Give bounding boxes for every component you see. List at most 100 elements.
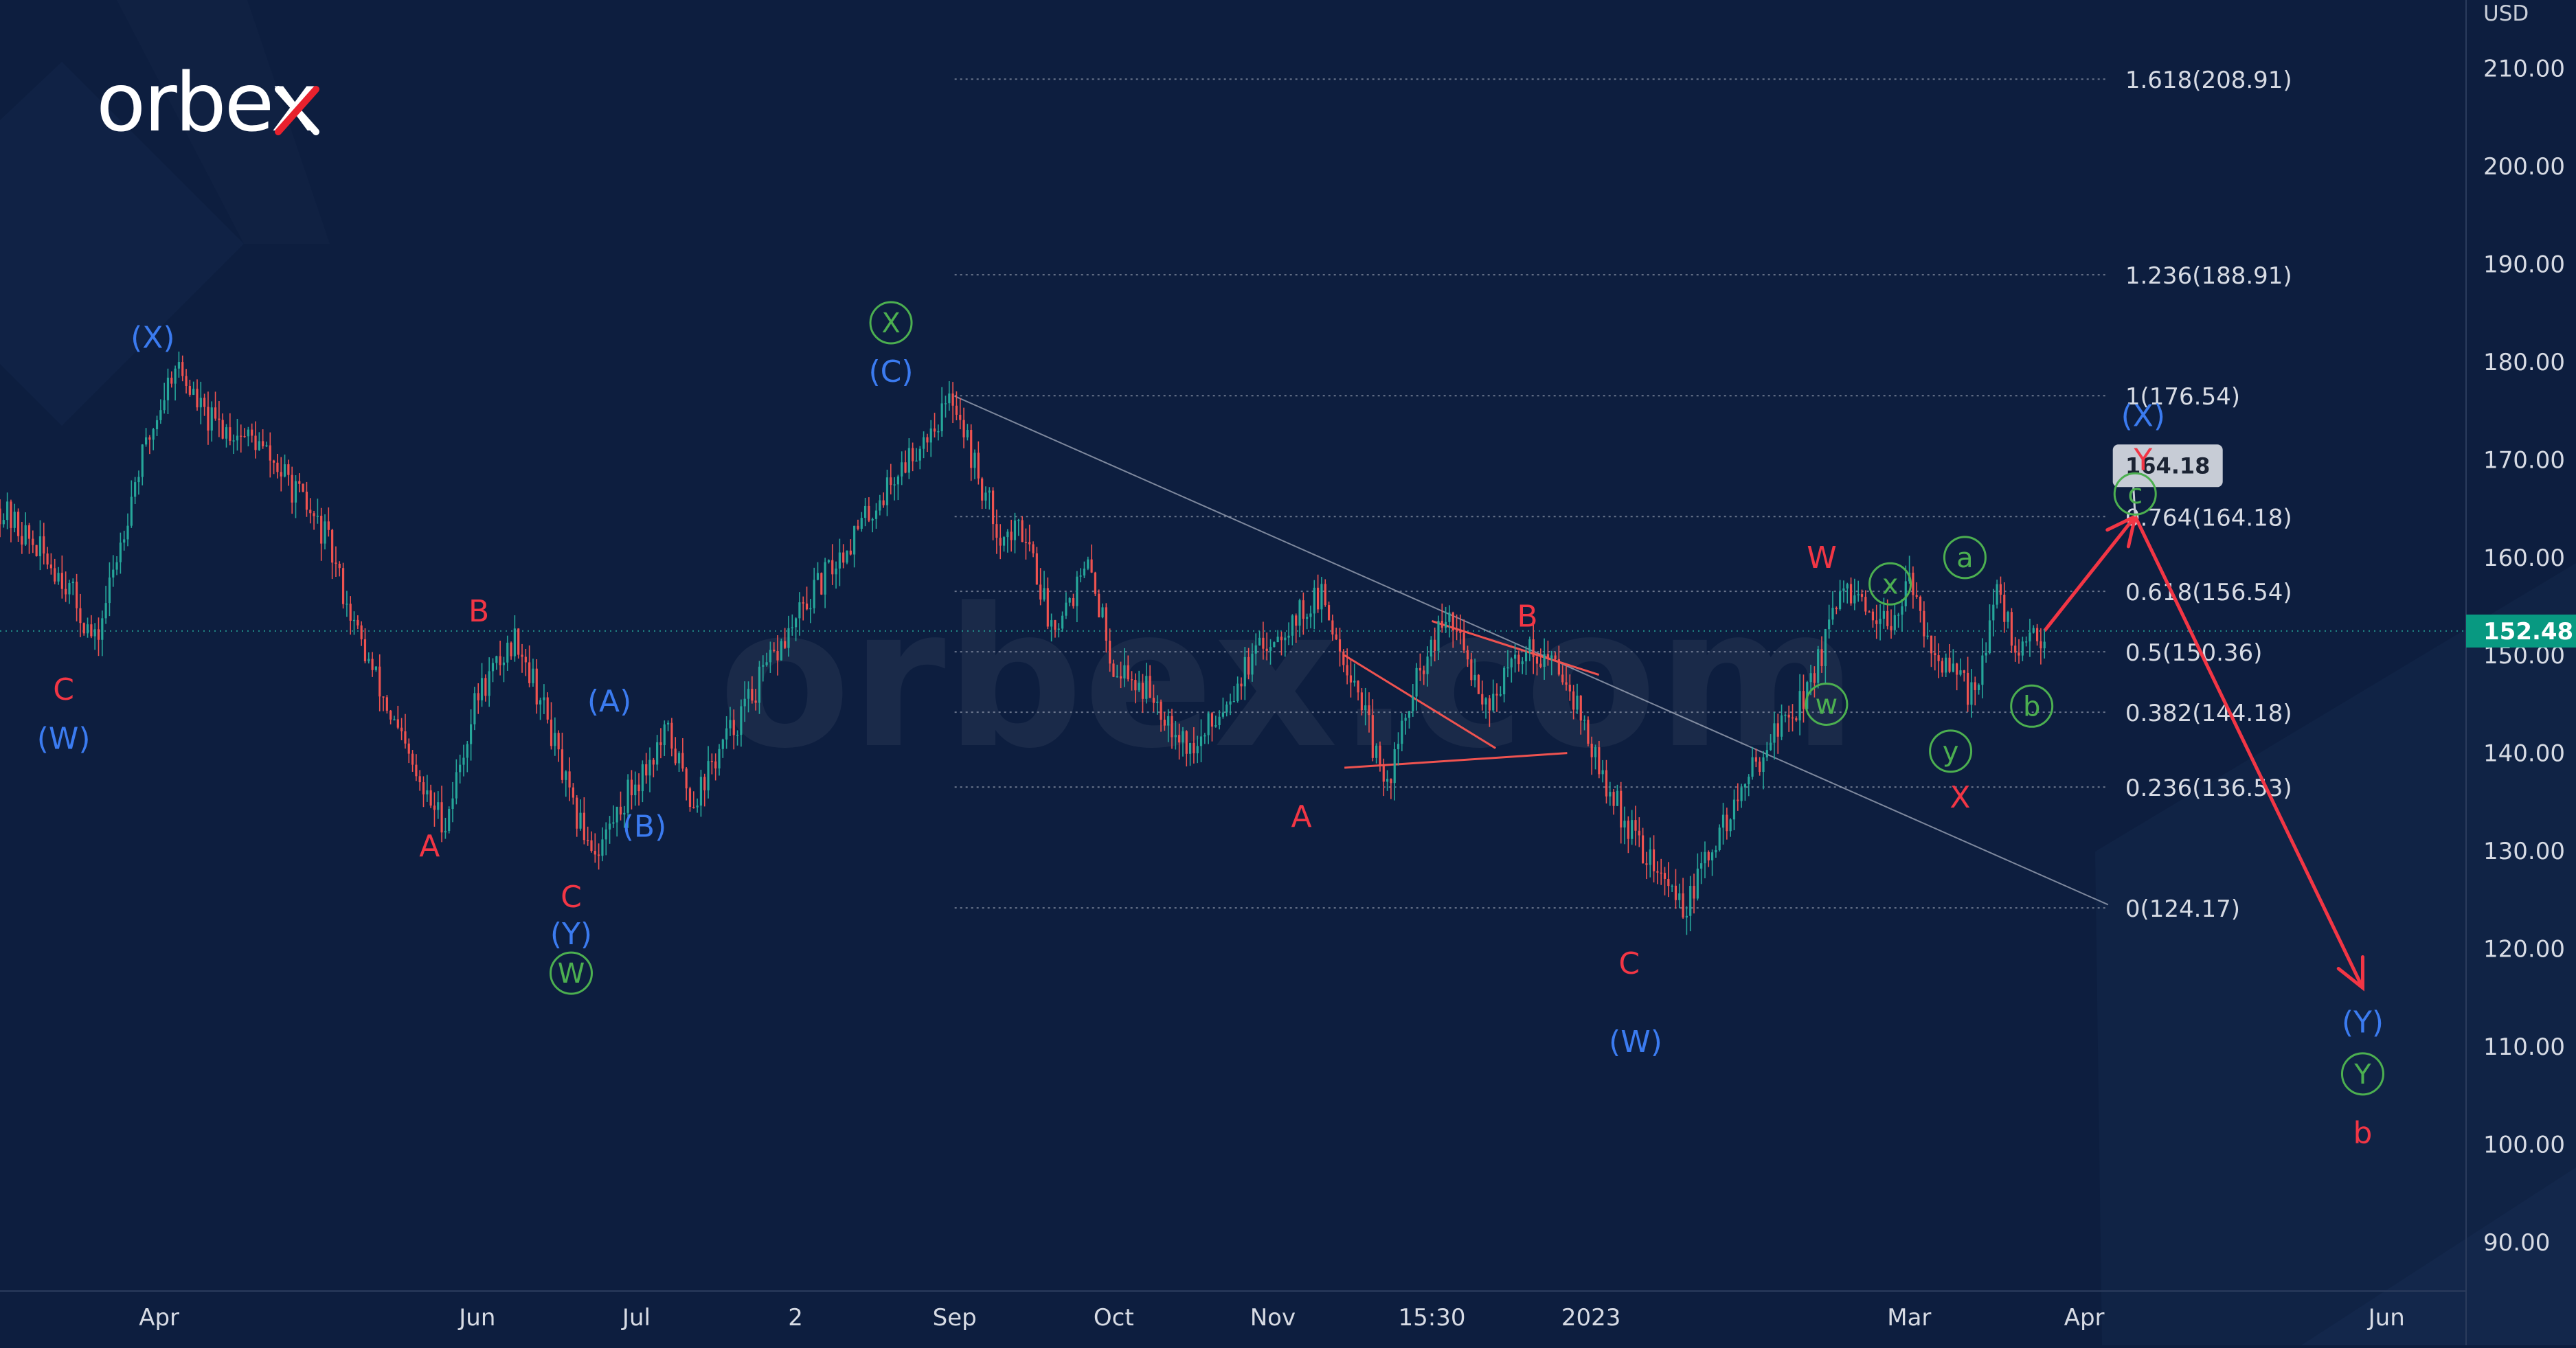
candle-body xyxy=(363,639,367,661)
candle-body xyxy=(324,521,326,544)
candle-body xyxy=(962,420,965,437)
candle-body xyxy=(1017,520,1020,521)
candle-body xyxy=(1915,595,1918,597)
candle-body xyxy=(1710,852,1714,860)
candle-body xyxy=(115,562,118,570)
candle-body xyxy=(331,529,334,563)
candle-body xyxy=(177,362,181,369)
candle-body xyxy=(1831,608,1834,620)
candle-body xyxy=(1835,608,1838,610)
price-tick-label: 140.00 xyxy=(2483,740,2565,768)
candle-body xyxy=(926,437,929,443)
wave-label-circled: y xyxy=(1943,736,1959,768)
candle-body xyxy=(546,697,549,720)
candle-body xyxy=(411,753,414,765)
candle-body xyxy=(298,481,301,484)
candle-body xyxy=(1638,830,1640,836)
candle-body xyxy=(1839,591,1842,610)
candle-body xyxy=(2036,628,2039,641)
candle-body xyxy=(1116,676,1118,678)
candle-body xyxy=(1678,893,1681,900)
candle-body xyxy=(1368,705,1370,716)
candle-body xyxy=(907,448,910,473)
candle-body xyxy=(1871,611,1875,621)
candle-body xyxy=(1386,779,1389,782)
candle-body xyxy=(820,573,823,595)
candle-body xyxy=(1977,685,1980,691)
candle-body xyxy=(929,428,932,443)
candle-body xyxy=(1437,621,1440,651)
candle-body xyxy=(1846,584,1849,589)
candle-body xyxy=(2018,652,2020,656)
candle-body xyxy=(437,802,440,810)
candle-body xyxy=(754,700,757,703)
candle-body xyxy=(751,689,754,701)
wave-label-circle xyxy=(1868,562,1912,606)
price-tick-label: 130.00 xyxy=(2483,838,2565,865)
candle-body xyxy=(491,663,495,672)
price-axis-unit: USD xyxy=(2483,1,2529,26)
watermark-text: orbex.com xyxy=(719,567,1857,791)
candle-body xyxy=(1280,637,1283,641)
candle-body xyxy=(1893,615,1896,630)
triangle-line xyxy=(1344,654,1496,749)
candle-body xyxy=(1426,656,1429,674)
candle-body xyxy=(535,668,538,705)
candle-body xyxy=(1306,617,1309,619)
candle-body xyxy=(532,668,534,683)
candle-body xyxy=(1492,694,1495,711)
candle-body xyxy=(1601,770,1604,775)
candle-body xyxy=(385,697,388,711)
candle-body xyxy=(1656,871,1659,873)
candle-body xyxy=(1342,651,1345,665)
candle-body xyxy=(287,464,290,475)
candle-body xyxy=(714,761,717,769)
candle-body xyxy=(1642,835,1645,864)
wave-label-circle xyxy=(869,301,913,345)
candle-body xyxy=(418,776,421,783)
wave-label: C xyxy=(53,672,74,707)
candle-body xyxy=(1035,553,1038,585)
candle-body xyxy=(510,642,512,656)
candle-body xyxy=(360,625,363,639)
candle-body xyxy=(134,482,137,497)
candle-body xyxy=(1320,584,1323,610)
candle-body xyxy=(882,500,885,505)
candle-body xyxy=(2032,628,2035,633)
candle-body xyxy=(137,477,140,483)
candle-body xyxy=(1974,682,1976,691)
candle-body xyxy=(1634,820,1637,831)
candle-body xyxy=(2014,646,2017,653)
candle-body xyxy=(1689,886,1692,916)
candle-body xyxy=(1598,747,1601,775)
candle-body xyxy=(615,806,618,823)
candle-body xyxy=(181,362,184,376)
candle-body xyxy=(57,573,60,582)
candle-body xyxy=(1554,655,1557,659)
candle-body xyxy=(605,829,607,840)
candle-body xyxy=(1543,654,1546,667)
wave-label: b xyxy=(2353,1115,2372,1150)
candle-body xyxy=(1828,619,1831,630)
candle-body xyxy=(1732,799,1736,820)
candle-body xyxy=(966,430,969,437)
candle-body xyxy=(309,510,312,514)
candle-body xyxy=(1364,705,1367,711)
candle-body xyxy=(276,462,279,472)
candle-body xyxy=(1182,731,1184,743)
candle-body xyxy=(0,508,1,525)
candle-body xyxy=(1145,676,1148,699)
candle-body xyxy=(1718,827,1721,851)
candle-body xyxy=(831,560,834,575)
candle-body xyxy=(674,749,677,764)
candle-body xyxy=(389,710,392,720)
candle-body xyxy=(1587,720,1590,744)
wave-label-circled: c xyxy=(2127,479,2143,510)
time-tick-label: 2 xyxy=(788,1304,803,1332)
candle-body xyxy=(1214,725,1217,727)
candle-body xyxy=(1415,667,1418,697)
wave-label: (Y) xyxy=(550,917,592,952)
candle-body xyxy=(1313,587,1315,614)
trendline xyxy=(954,395,2109,906)
